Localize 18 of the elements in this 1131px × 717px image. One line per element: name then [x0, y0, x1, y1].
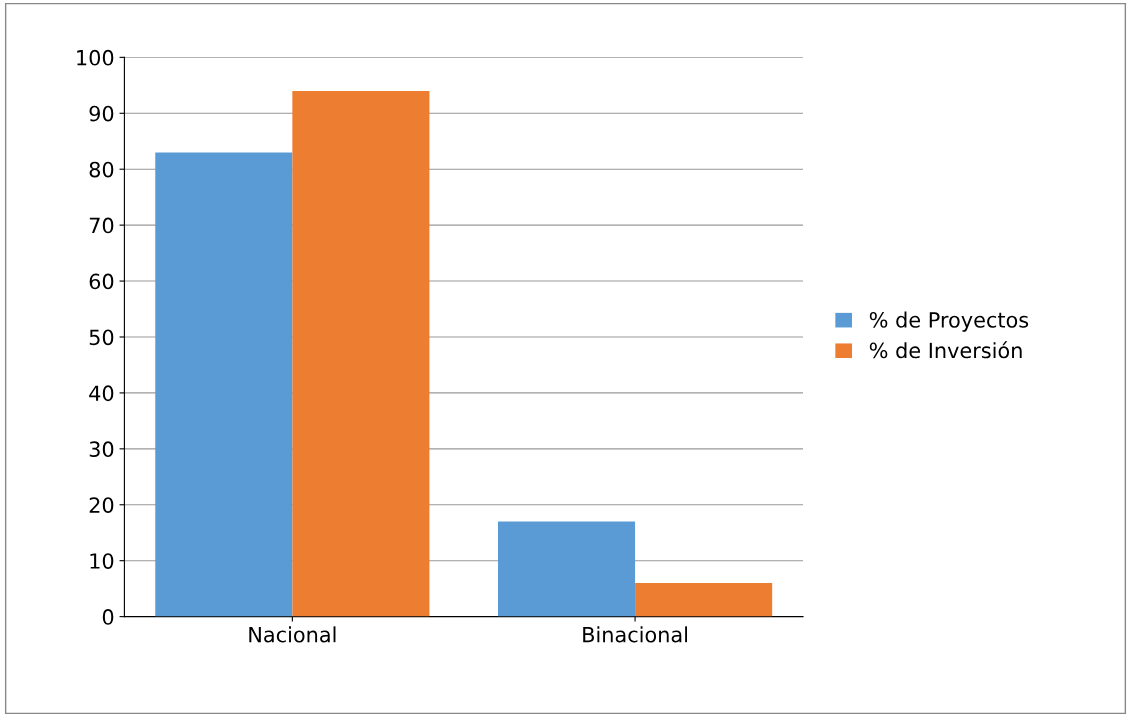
- x-tick-label: Nacional: [249, 626, 336, 643]
- y-tick-label: 30: [89, 441, 114, 458]
- x-tick-label: Binacional: [583, 626, 688, 643]
- y-tick-label: 0: [102, 609, 114, 625]
- y-tick-label: 70: [89, 217, 114, 234]
- y-tick-label: 40: [89, 385, 114, 402]
- legend-label: % de Proyectos: [869, 311, 1029, 332]
- bar: [635, 583, 773, 617]
- y-tick-label: 10: [90, 553, 114, 569]
- y-tick-label: 80: [89, 161, 114, 178]
- y-tick-label: 20: [89, 497, 114, 513]
- y-tick-label: 90: [89, 105, 114, 122]
- bar: [155, 152, 293, 617]
- y-tick-label: 100: [77, 49, 114, 66]
- bar: [292, 90, 430, 617]
- y-tick-label: 50: [89, 329, 114, 346]
- legend-label: % de Inversión: [869, 341, 1022, 359]
- y-tick-label: 60: [89, 273, 114, 290]
